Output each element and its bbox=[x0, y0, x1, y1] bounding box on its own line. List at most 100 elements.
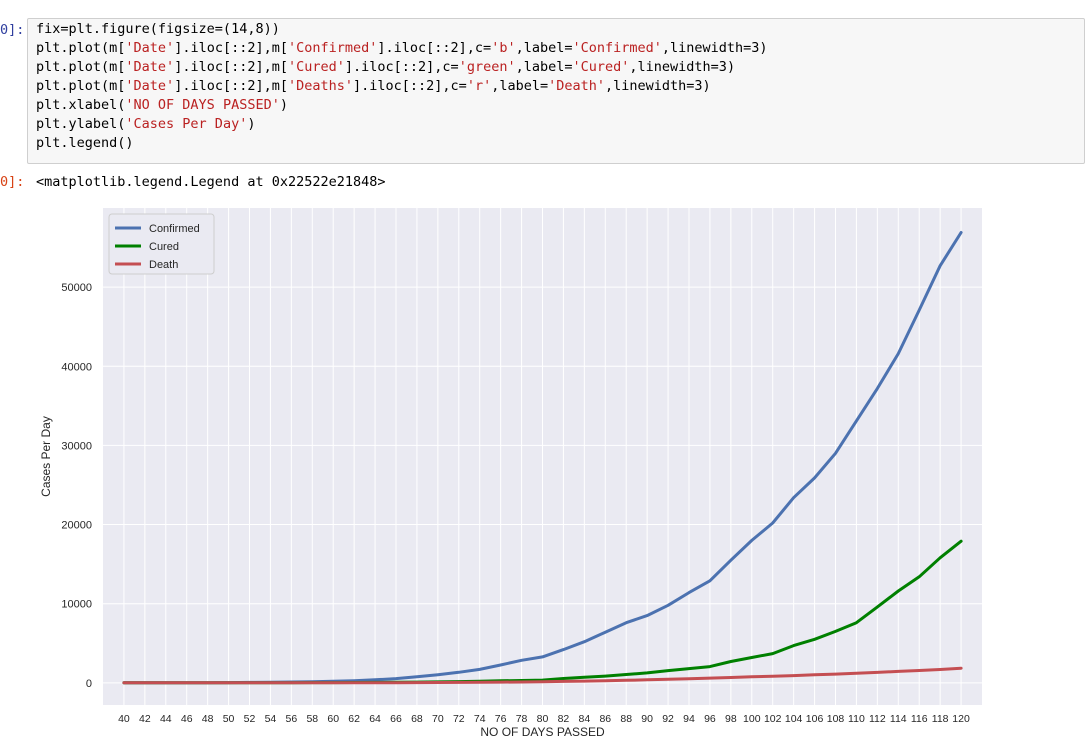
series-line-death bbox=[122, 666, 963, 685]
x-tick-label: 62 bbox=[348, 713, 360, 725]
x-tick-label: 92 bbox=[662, 713, 674, 725]
x-tick-label: 94 bbox=[683, 713, 695, 725]
x-tick-label: 120 bbox=[952, 713, 970, 725]
x-tick-label: 116 bbox=[911, 713, 928, 725]
x-tick-label: 40 bbox=[118, 713, 130, 725]
x-tick-label: 88 bbox=[620, 713, 632, 725]
code-token: plt.plot(m[ bbox=[36, 40, 126, 56]
code-string-token: 'Confirmed' bbox=[572, 40, 662, 56]
x-tick-label: 68 bbox=[411, 713, 423, 725]
x-tick-label: 96 bbox=[704, 713, 716, 725]
code-string-token: 'green' bbox=[458, 59, 516, 75]
code-string-token: 'Date' bbox=[125, 59, 175, 75]
code-token: ,linewidth=3) bbox=[605, 78, 711, 94]
output-text: <matplotlib.legend.Legend at 0x22522e218… bbox=[36, 174, 386, 190]
y-axis-label: Cases Per Day bbox=[39, 416, 53, 497]
x-tick-label: 48 bbox=[202, 713, 214, 725]
code-string-token: 'Cured' bbox=[572, 59, 630, 75]
x-tick-label: 104 bbox=[785, 713, 803, 725]
x-tick-label: 102 bbox=[764, 713, 782, 725]
output-prompt: 0]: bbox=[0, 174, 25, 190]
x-tick-label: 58 bbox=[306, 713, 318, 725]
code-token: ,linewidth=3) bbox=[629, 59, 736, 75]
x-tick-label: 112 bbox=[869, 713, 886, 725]
code-string-token: 'Confirmed' bbox=[287, 40, 378, 56]
x-tick-label: 118 bbox=[932, 713, 949, 725]
code-string-token: 'Cured' bbox=[287, 59, 345, 75]
code-line: plt.xlabel('NO OF DAYS PASSED') bbox=[36, 96, 768, 115]
code-token: ) bbox=[247, 116, 256, 132]
code-editor[interactable]: fix=plt.figure(figsize=(14,8)) plt.plot(m… bbox=[36, 20, 768, 153]
x-tick-label: 56 bbox=[286, 713, 298, 725]
line-chart: 40 42 44 46 48 50 52 54 56 58 60 62 64 66 68 70 72 74 76 78… bbox=[39, 208, 982, 739]
code-token: plt.legend() bbox=[36, 135, 134, 151]
code-line: plt.ylabel('Cases Per Day') bbox=[36, 115, 768, 134]
x-axis-label: NO OF DAYS PASSED bbox=[480, 725, 605, 739]
y-tick-label: 10000 bbox=[61, 599, 92, 611]
x-tick-label: 86 bbox=[599, 713, 611, 725]
code-line: plt.plot(m['Date'].iloc[::2],m['Cured'].… bbox=[36, 58, 768, 77]
code-token: ].iloc[::2],m[ bbox=[174, 78, 288, 94]
code-token: ].iloc[::2],c= bbox=[344, 59, 459, 75]
legend-entry: Death bbox=[149, 259, 178, 271]
code-token: plt.plot(m[ bbox=[36, 59, 126, 75]
code-token: ].iloc[::2],m[ bbox=[174, 40, 288, 56]
x-tick-label: 74 bbox=[474, 713, 486, 725]
x-tick-label: 64 bbox=[369, 713, 381, 725]
code-string-token: 'Death' bbox=[548, 78, 606, 94]
x-tick-label: 44 bbox=[160, 713, 172, 725]
y-tick-label: 20000 bbox=[61, 520, 92, 532]
x-tick-label: 54 bbox=[265, 713, 277, 725]
x-tick-label: 60 bbox=[327, 713, 339, 725]
x-tick-label: 50 bbox=[223, 713, 235, 725]
x-tick-label: 100 bbox=[743, 713, 761, 725]
code-string-token: 'b' bbox=[491, 40, 516, 56]
code-string-token: 'r' bbox=[466, 78, 492, 94]
code-token: ,label= bbox=[515, 40, 573, 56]
code-string-token: 'Cases Per Day' bbox=[125, 116, 248, 132]
code-cell[interactable]: fix=plt.figure(figsize=(14,8)) plt.plot(m… bbox=[27, 18, 1085, 164]
code-line: plt.legend() bbox=[36, 134, 768, 153]
x-tick-label: 52 bbox=[244, 713, 256, 725]
x-tick-label: 70 bbox=[432, 713, 444, 725]
x-tick-label: 114 bbox=[890, 713, 907, 725]
x-tick-label: 84 bbox=[579, 713, 591, 725]
code-token: ].iloc[::2],c= bbox=[353, 78, 467, 94]
code-token: ].iloc[::2],m[ bbox=[174, 59, 288, 75]
x-tick-label: 46 bbox=[181, 713, 193, 725]
y-tick-label: 30000 bbox=[61, 440, 92, 452]
code-token: ,label= bbox=[515, 59, 573, 75]
code-token: ,label= bbox=[491, 78, 549, 94]
code-string-token: 'NO OF DAYS PASSED' bbox=[125, 97, 280, 113]
code-token: ) bbox=[279, 97, 288, 113]
x-tick-label: 76 bbox=[495, 713, 507, 725]
code-line: plt.plot(m['Date'].iloc[::2],m['Deaths']… bbox=[36, 77, 768, 96]
code-string-token: 'Date' bbox=[125, 78, 175, 94]
legend-entry: Cured bbox=[149, 241, 179, 253]
code-token: fix=plt.figure(figsize=(14,8)) bbox=[36, 21, 280, 37]
input-prompt: 0]: bbox=[0, 22, 25, 38]
x-tick-label: 108 bbox=[827, 713, 845, 725]
x-tick-label: 42 bbox=[139, 713, 151, 725]
code-token: plt.plot(m[ bbox=[36, 78, 126, 94]
legend-entry: Confirmed bbox=[149, 223, 200, 235]
x-tick-label: 80 bbox=[537, 713, 549, 725]
code-token: ,linewidth=3) bbox=[661, 40, 768, 56]
code-string-token: 'Date' bbox=[125, 40, 175, 56]
y-tick-label: 40000 bbox=[61, 361, 92, 373]
x-tick-label: 98 bbox=[725, 713, 737, 725]
code-token: ].iloc[::2],c= bbox=[377, 40, 492, 56]
x-tick-label: 72 bbox=[453, 713, 465, 725]
code-token: plt.xlabel( bbox=[36, 97, 126, 113]
code-line: fix=plt.figure(figsize=(14,8)) bbox=[36, 20, 768, 39]
x-tick-label: 90 bbox=[641, 713, 653, 725]
y-tick-label: 50000 bbox=[61, 282, 92, 294]
y-tick-label: 0 bbox=[86, 678, 92, 690]
code-line: plt.plot(m['Date'].iloc[::2],m['Confirme… bbox=[36, 39, 768, 58]
x-tick-label: 110 bbox=[848, 713, 865, 725]
code-token: plt.ylabel( bbox=[36, 116, 126, 132]
x-tick-label: 106 bbox=[806, 713, 824, 725]
code-string-token: 'Deaths' bbox=[287, 78, 354, 94]
x-tick-label: 78 bbox=[516, 713, 528, 725]
x-tick-label: 82 bbox=[558, 713, 570, 725]
